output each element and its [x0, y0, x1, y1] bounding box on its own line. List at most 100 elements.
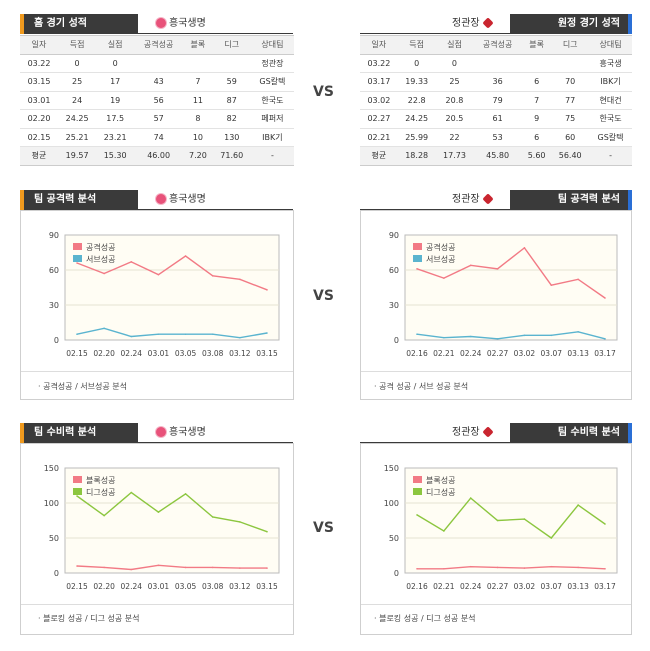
average-cell: 56.40 [551, 146, 590, 166]
data-point [184, 493, 187, 495]
table-cell: 60 [551, 128, 590, 147]
column-header: 득점 [58, 35, 97, 55]
left-defense-panel: 0 50 100 150 02.15 02.20 02.24 03.01 03.05 03.08 0… [20, 443, 294, 635]
data-point [157, 273, 160, 276]
table-cell: 61 [473, 109, 522, 129]
data-point [443, 568, 445, 570]
heungkuk-logo-icon [156, 194, 166, 204]
away-record-header: 원정 경기 성적 [510, 14, 632, 34]
column-header: 상대팀 [589, 35, 632, 55]
x-tick-label: 02.16 [406, 349, 428, 358]
right-team-label: 정관장 [452, 14, 494, 34]
legend-swatch [73, 488, 82, 495]
right-attack-caption: · 공격 성공 / 서브 성공 분석 [374, 382, 469, 391]
series-line [416, 497, 606, 539]
table-cell: 흥국생 [589, 54, 632, 73]
table-row: 03.22 0 0 흥국생 [360, 54, 632, 73]
data-point [523, 334, 526, 337]
table-row: 02.21 25.99 22 53 6 60 GS칼텍 [360, 128, 632, 147]
data-point [469, 335, 472, 338]
data-point [443, 530, 445, 532]
data-point [76, 495, 78, 497]
table-cell: 23.21 [96, 128, 135, 147]
x-tick-label: 03.02 [514, 349, 536, 358]
data-point [239, 521, 241, 523]
jeonggwanjang-logo-icon [481, 193, 494, 205]
data-point [469, 497, 472, 499]
y-tick-label: 0 [394, 336, 399, 345]
data-point [496, 338, 499, 340]
table-cell: 130 [212, 128, 251, 147]
y-tick-label: 90 [389, 231, 399, 240]
legend-label: 블록성공 [86, 475, 115, 485]
jeonggwanjang-logo-icon [481, 17, 494, 29]
data-point [577, 566, 579, 569]
data-point [604, 568, 606, 570]
table-cell: 19.33 [397, 72, 436, 92]
average-row: 평균 18.28 17.73 45.80 5.60 56.40- [360, 146, 632, 166]
data-point [239, 567, 241, 569]
data-point [103, 566, 105, 569]
column-header: 일자 [360, 35, 398, 55]
column-header: 일자 [20, 35, 59, 55]
x-tick-label: 03.08 [202, 582, 224, 591]
legend-label: 블록성공 [426, 475, 455, 485]
table-cell: IBK기 [589, 72, 632, 92]
series-line [76, 255, 268, 291]
table-cell: IBK기 [250, 128, 294, 147]
table-cell: 53 [473, 128, 522, 147]
left-defense-caption: · 블로킹 성공 / 디그 성공 분석 [38, 614, 140, 623]
table-cell: 0 [96, 54, 135, 73]
left-attack-chart: 0 30 60 90 02.15 02.20 02.24 03.01 03.05 03.08 03.… [49, 231, 280, 358]
table-cell: 0 [58, 54, 97, 73]
legend-label: 서브성공 [86, 255, 115, 264]
table-cell: 6 [521, 72, 552, 92]
table-row: 02.20 24.25 17.5 57 8 82 페퍼저 [20, 109, 294, 129]
data-point [211, 516, 214, 518]
legend-label: 디그성공 [86, 488, 115, 497]
table-cell: 8 [183, 109, 213, 129]
x-tick-label: 02.24 [460, 349, 482, 358]
left-team-label: 흥국생명 [156, 190, 206, 210]
y-tick-label: 0 [54, 569, 59, 578]
y-tick-label: 150 [44, 464, 59, 473]
data-point [130, 335, 133, 338]
x-tick-label: 03.15 [256, 582, 278, 591]
data-point [550, 284, 553, 286]
table-cell: 25 [435, 72, 474, 92]
column-header: 블록 [183, 35, 213, 55]
right-attack-panel: 0 30 60 90 02.16 02.21 02.24 02.27 03.02 03.07 03.… [360, 210, 632, 400]
y-tick-label: 0 [394, 569, 399, 578]
legend-swatch [73, 243, 82, 250]
x-tick-label: 03.12 [229, 582, 251, 591]
data-point [211, 566, 214, 569]
table-cell [183, 54, 213, 73]
table-cell [473, 54, 522, 73]
x-tick-label: 02.15 [66, 582, 88, 591]
table-cell: 24.25 [397, 109, 436, 129]
right-record-table: 일자 득점 실점 공격성공 블록 디그 상대팀 03.22 0 0 흥국생 03.17 19.33 25… [360, 35, 632, 166]
table-cell: 02.21 [360, 128, 398, 147]
table-cell: 17 [96, 72, 135, 92]
right-defense-panel: 0 50 100 150 02.16 02.21 02.24 02.27 03.02 03.07 0… [360, 443, 632, 635]
left-record-table: 일자 득점 실점 공격성공 블록 디그 상대팀 03.22 0 0 정관장 03.15 25 17 43 7… [20, 35, 294, 166]
left-attack-header: 팀 공격력 분석 [20, 190, 138, 210]
data-point [103, 272, 105, 275]
data-point [76, 565, 78, 567]
home-record-header: 홈 경기 성적 [20, 14, 138, 34]
y-tick-label: 50 [389, 534, 399, 543]
plot-area [404, 234, 618, 341]
data-point [416, 568, 418, 570]
average-cell: - [250, 146, 294, 166]
data-point [184, 255, 187, 257]
table-cell: 20.5 [435, 109, 474, 129]
data-point [103, 327, 105, 330]
x-tick-label: 03.07 [541, 349, 563, 358]
table-cell [212, 54, 251, 73]
data-point [239, 278, 241, 281]
data-point [130, 491, 133, 494]
average-cell: 18.28 [397, 146, 436, 166]
x-tick-label: 02.16 [406, 582, 428, 591]
data-point [577, 331, 579, 333]
table-cell: 현대건 [589, 91, 632, 110]
